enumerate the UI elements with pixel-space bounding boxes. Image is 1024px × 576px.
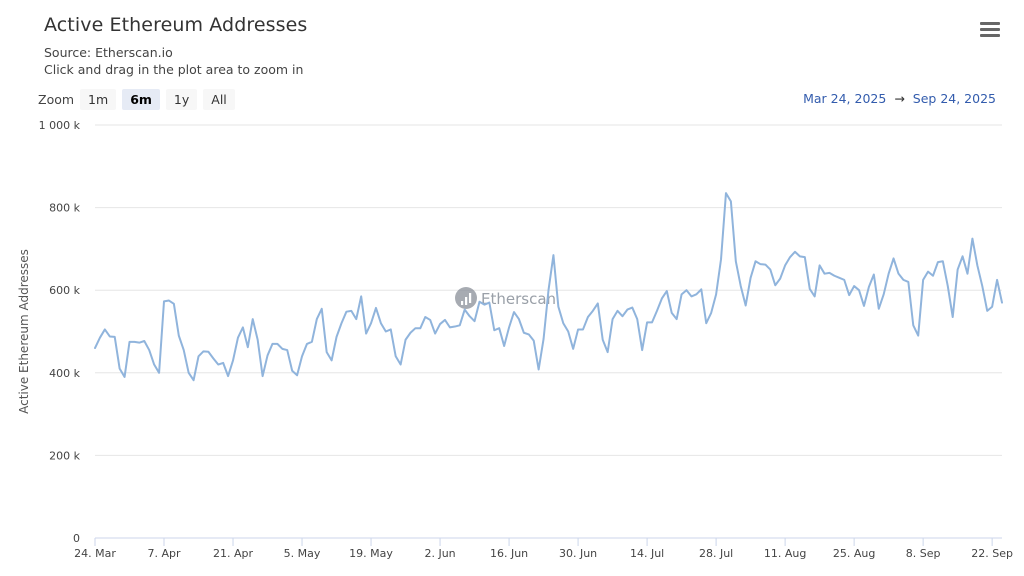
x-tick-label: 28. Jul [699,547,733,560]
zoom-hint: Click and drag in the plot area to zoom … [44,62,304,77]
x-tick-label: 7. Apr [147,547,180,560]
chart-subtitle: Source: Etherscan.io Click and drag in t… [44,44,303,78]
zoom-all-button[interactable]: All [203,88,235,110]
x-tick-label: 5. May [284,547,321,560]
x-tick-label: 14. Jul [630,547,664,560]
x-tick-label: 8. Sep [906,547,941,560]
date-range: Mar 24, 2025 → Sep 24, 2025 [803,91,996,106]
x-tick-label: 30. Jun [559,547,597,560]
zoom-controls: Zoom 1m 6m 1y All [38,88,241,110]
x-tick-label: 16. Jun [490,547,528,560]
y-tick-label: 0 [73,532,80,545]
chart-source: Source: Etherscan.io [44,45,173,60]
x-tick-label: 24. Mar [74,547,116,560]
y-tick-label: 400 k [49,367,80,380]
chart-title: Active Ethereum Addresses [44,14,308,36]
hamburger-menu-icon[interactable] [980,22,1000,38]
etherscan-logo-icon [455,287,477,309]
range-arrow: → [894,91,905,106]
zoom-6m-button[interactable]: 6m [122,88,160,110]
y-tick-label: 1 000 k [39,119,81,132]
watermark-text: Etherscan [481,290,556,308]
x-tick-label: 25. Aug [833,547,875,560]
zoom-1y-button[interactable]: 1y [165,88,198,110]
y-axis-title: Active Ethereum Addresses [17,249,31,414]
y-tick-label: 600 k [49,284,80,297]
x-tick-label: 2. Jun [424,547,455,560]
x-tick-label: 22. Sep [971,547,1013,560]
zoom-1m-button[interactable]: 1m [80,88,117,110]
x-tick-label: 19. May [349,547,393,560]
range-from-date[interactable]: Mar 24, 2025 [803,91,887,106]
x-tick-label: 21. Apr [213,547,253,560]
range-to-date[interactable]: Sep 24, 2025 [912,91,996,106]
zoom-label: Zoom [38,91,75,107]
y-tick-label: 200 k [49,449,80,462]
x-tick-label: 11. Aug [764,547,806,560]
y-tick-label: 800 k [49,202,80,215]
series-line [94,192,1003,382]
